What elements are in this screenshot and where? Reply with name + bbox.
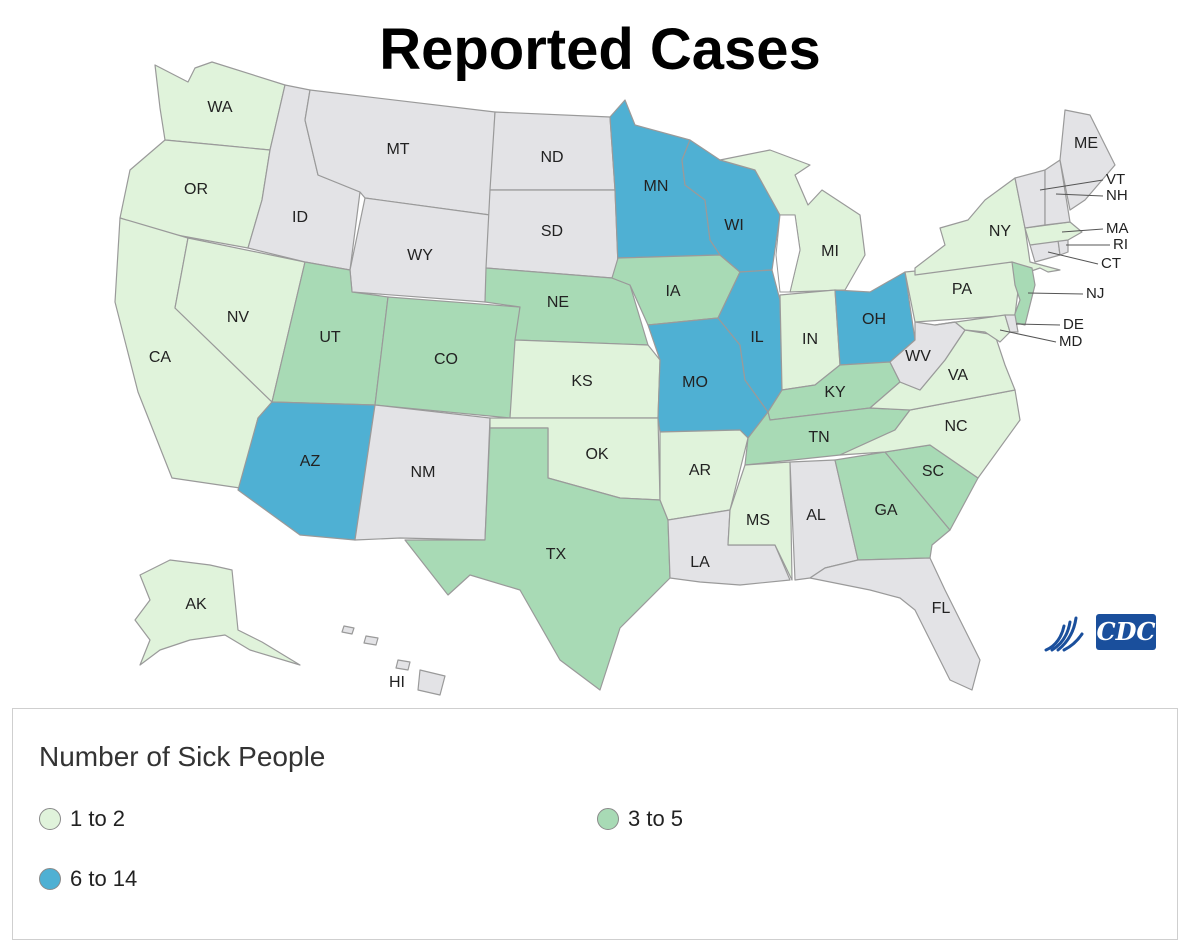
label-IL: IL <box>750 329 763 346</box>
label-CA: CA <box>149 349 172 366</box>
lake-michigan <box>775 214 801 293</box>
label-CO: CO <box>434 351 458 368</box>
label-SD: SD <box>541 223 563 240</box>
leader-NJ <box>1027 292 1084 295</box>
label-AZ: AZ <box>300 453 321 470</box>
state-DE[interactable] <box>1004 314 1019 333</box>
label-AK: AK <box>185 596 207 613</box>
label-ID: ID <box>292 209 308 226</box>
cdc-logo-text: CDC <box>1096 617 1155 646</box>
state-AZ[interactable] <box>237 401 376 541</box>
label-FL: FL <box>932 600 951 617</box>
label-TX: TX <box>546 546 567 563</box>
state-NC[interactable] <box>839 389 1021 479</box>
label-IN: IN <box>802 331 818 348</box>
label-OR: OR <box>184 181 208 198</box>
legend-item-1-to-2: 1 to 2 <box>39 806 125 832</box>
label-MA: MA <box>1106 220 1129 237</box>
state-labels: WA OR CA NV ID MT WY UT CO AZ NM ND SD N… <box>149 99 1098 691</box>
leader-DE <box>1015 323 1061 326</box>
label-MO: MO <box>682 374 708 391</box>
legend-title: Number of Sick People <box>39 741 326 772</box>
legend: Number of Sick People 1 to 2 3 to 5 6 to… <box>12 708 1178 940</box>
label-OH: OH <box>862 311 886 328</box>
eagle-stroke-3 <box>1056 616 1078 652</box>
label-WI: WI <box>724 217 744 234</box>
label-NV: NV <box>227 309 250 326</box>
label-PA: PA <box>952 281 972 298</box>
leader-VT <box>1039 179 1104 191</box>
label-WY: WY <box>407 247 433 264</box>
label-MI: MI <box>821 243 839 260</box>
state-MS[interactable] <box>727 461 793 581</box>
legend-item-3-to-5: 3 to 5 <box>597 806 683 832</box>
label-NE: NE <box>547 294 569 311</box>
label-IA: IA <box>665 283 680 300</box>
legend-item-6-to-14: 6 to 14 <box>39 866 137 892</box>
label-MD: MD <box>1059 333 1082 350</box>
label-MT: MT <box>386 141 409 158</box>
label-MS: MS <box>746 512 770 529</box>
leader-CT <box>1047 251 1099 265</box>
label-GA: GA <box>874 502 897 519</box>
label-VA: VA <box>948 367 968 384</box>
legend-swatch-3-to-5 <box>597 808 619 830</box>
label-NJ: NJ <box>1086 285 1104 302</box>
label-NY: NY <box>989 223 1012 240</box>
leader-MA <box>1061 228 1104 233</box>
label-RI: RI <box>1113 236 1128 253</box>
label-NC: NC <box>944 418 967 435</box>
label-AR: AR <box>689 462 711 479</box>
label-MN: MN <box>644 178 669 195</box>
label-UT: UT <box>319 329 341 346</box>
legend-label-1-to-2: 1 to 2 <box>70 806 126 831</box>
eagle-stroke-4 <box>1062 632 1084 652</box>
label-WA: WA <box>207 99 233 116</box>
label-AL: AL <box>806 507 826 524</box>
label-KY: KY <box>824 384 846 401</box>
state-HI-2[interactable] <box>395 659 411 671</box>
state-TX[interactable] <box>404 427 671 691</box>
label-WV: WV <box>905 348 931 365</box>
label-ME: ME <box>1074 135 1098 152</box>
label-VT: VT <box>1106 171 1125 188</box>
cdc-logo: CDC <box>1044 614 1156 652</box>
label-KS: KS <box>571 373 592 390</box>
us-state-map: WA OR CA NV ID MT WY UT CO AZ NM ND SD N… <box>114 61 1129 696</box>
legend-swatch-6-to-14 <box>39 868 61 890</box>
leader-NH <box>1055 193 1104 197</box>
state-RI[interactable] <box>1057 239 1069 256</box>
callout-labels: VT NH MA RI CT NJ DE MD <box>999 171 1129 350</box>
state-HI-3[interactable] <box>363 635 379 646</box>
label-TN: TN <box>808 429 829 446</box>
state-HI-4[interactable] <box>341 625 355 635</box>
label-HI: HI <box>389 674 405 691</box>
label-LA: LA <box>690 554 710 571</box>
state-AK[interactable] <box>134 559 301 666</box>
leader-MD <box>999 329 1057 343</box>
cdc-logo-box <box>1096 614 1156 650</box>
map-title: Reported Cases <box>379 17 821 82</box>
state-NJ[interactable] <box>1011 261 1036 326</box>
label-ND: ND <box>540 149 563 166</box>
state-WY[interactable] <box>349 197 491 303</box>
state-FL[interactable] <box>809 557 981 691</box>
label-CT: CT <box>1101 255 1121 272</box>
label-DE: DE <box>1063 316 1084 333</box>
state-NM[interactable] <box>354 404 491 541</box>
label-NM: NM <box>411 464 436 481</box>
hhs-eagle-icon <box>1044 616 1084 652</box>
label-NH: NH <box>1106 187 1128 204</box>
label-OK: OK <box>585 446 608 463</box>
eagle-stroke-2 <box>1050 620 1072 652</box>
eagle-stroke-1 <box>1044 624 1066 652</box>
legend-label-6-to-14: 6 to 14 <box>70 866 138 891</box>
label-SC: SC <box>922 463 944 480</box>
state-HI-1[interactable] <box>417 669 446 696</box>
legend-swatch-1-to-2 <box>39 808 61 830</box>
state-NH[interactable] <box>1044 159 1071 226</box>
legend-label-3-to-5: 3 to 5 <box>628 806 684 831</box>
